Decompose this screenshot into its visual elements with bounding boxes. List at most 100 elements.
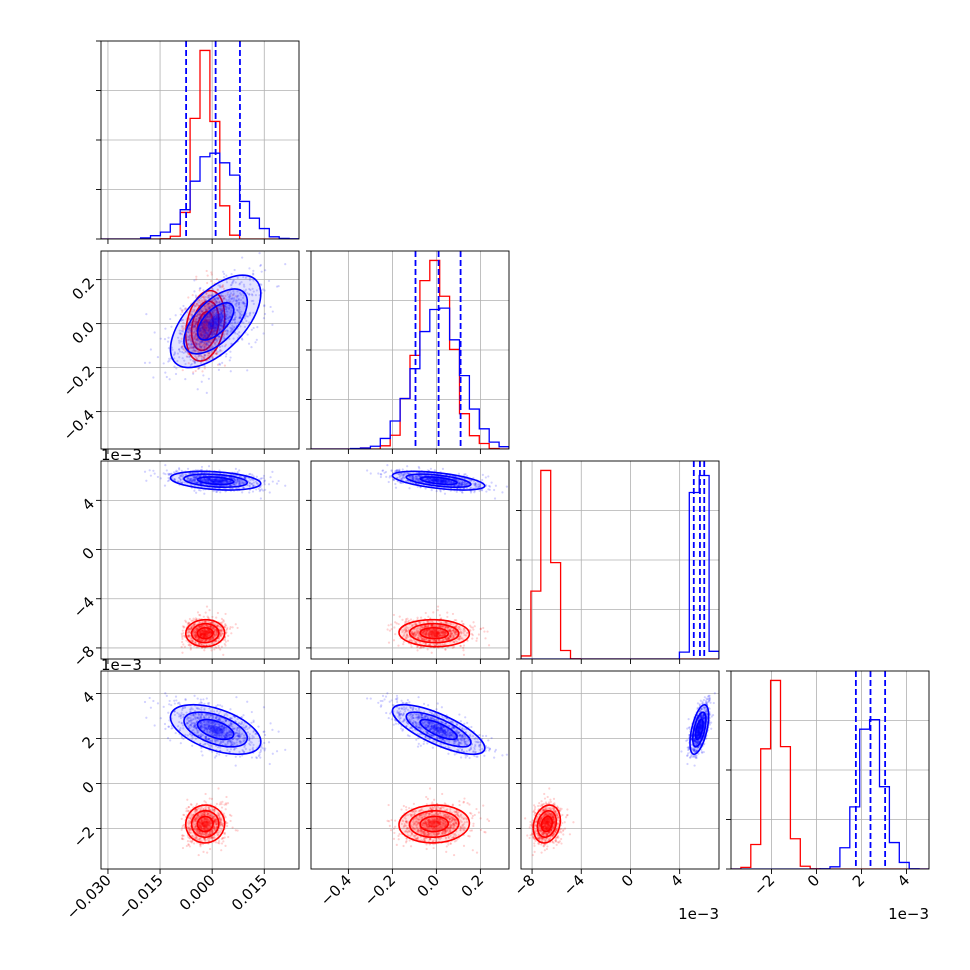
- sample-point: [255, 488, 258, 491]
- sample-point: [255, 338, 258, 341]
- sample-point: [214, 308, 217, 311]
- sample-point: [216, 297, 219, 300]
- sample-point: [229, 356, 232, 359]
- sample-point: [245, 315, 248, 318]
- sample-point: [221, 315, 224, 318]
- sample-point: [195, 346, 198, 349]
- sample-point: [213, 326, 216, 329]
- sample-point: [224, 624, 227, 627]
- sample-point: [195, 278, 198, 281]
- sample-point: [199, 633, 203, 636]
- sample-point: [230, 309, 233, 312]
- sample-point: [198, 353, 201, 357]
- sample-point: [180, 325, 183, 328]
- sample-point: [210, 330, 213, 333]
- sample-point: [210, 273, 213, 276]
- sample-point: [208, 631, 211, 634]
- sample-point: [207, 629, 210, 633]
- sample-point: [211, 333, 215, 336]
- sample-point: [251, 294, 254, 297]
- sample-point: [187, 338, 190, 342]
- sample-point: [186, 352, 190, 355]
- sample-point: [203, 635, 206, 639]
- sample-point: [224, 355, 228, 358]
- sample-point: [205, 343, 209, 347]
- sample-point: [194, 322, 197, 326]
- sample-point: [181, 309, 184, 312]
- sample-point: [211, 615, 214, 619]
- sample-point: [187, 336, 190, 339]
- scatter-series-1: [143, 252, 287, 394]
- sample-point: [203, 318, 206, 321]
- sample-point: [472, 628, 475, 631]
- sample-point: [219, 324, 222, 327]
- sample-point: [220, 645, 223, 648]
- sample-point: [205, 635, 208, 639]
- sample-point: [224, 318, 227, 321]
- sample-point: [192, 336, 195, 340]
- sample-point: [198, 299, 201, 302]
- sample-point: [201, 326, 204, 329]
- sample-point: [179, 313, 182, 316]
- sample-point: [234, 315, 237, 319]
- sample-point: [205, 324, 208, 327]
- sample-point: [217, 337, 220, 340]
- sample-point: [416, 616, 419, 619]
- sample-point: [199, 317, 202, 320]
- sample-point: [193, 349, 196, 352]
- sample-point: [388, 629, 391, 632]
- sample-point: [200, 329, 203, 332]
- sample-point: [197, 343, 200, 346]
- sample-point: [208, 321, 211, 325]
- sample-point: [215, 300, 219, 304]
- sample-point: [224, 317, 227, 321]
- sample-point: [212, 311, 215, 314]
- sample-point: [205, 320, 208, 323]
- sample-point: [199, 328, 202, 331]
- sample-point: [211, 315, 215, 318]
- sample-point: [203, 328, 207, 331]
- sample-point: [213, 298, 216, 301]
- sample-point: [222, 334, 225, 337]
- sample-point: [181, 345, 184, 348]
- sample-point: [236, 290, 239, 293]
- sample-point: [220, 321, 223, 325]
- sample-point: [234, 295, 237, 298]
- sample-point: [390, 628, 393, 631]
- sample-point: [226, 626, 229, 629]
- sample-point: [194, 322, 198, 325]
- sample-point: [223, 317, 226, 320]
- sample-point: [179, 307, 182, 310]
- sample-point: [208, 319, 211, 322]
- sample-point: [218, 335, 221, 338]
- sample-point: [218, 285, 221, 289]
- sample-point: [209, 631, 212, 634]
- sample-point: [149, 474, 152, 477]
- sample-point: [231, 324, 234, 327]
- sample-point: [182, 631, 185, 635]
- sample-point: [190, 343, 193, 346]
- sample-point: [246, 333, 249, 336]
- sample-point: [194, 636, 197, 639]
- sample-point: [205, 327, 208, 330]
- sample-point: [202, 632, 205, 635]
- sample-point: [215, 313, 218, 316]
- sample-point: [206, 329, 209, 332]
- sample-point: [218, 346, 221, 349]
- sample-point: [193, 334, 196, 337]
- sample-point: [215, 631, 218, 634]
- sample-point: [217, 314, 220, 317]
- sample-point: [194, 335, 197, 338]
- sample-point: [473, 625, 476, 628]
- sample-point: [216, 339, 219, 343]
- sample-point: [195, 491, 198, 494]
- density-contour: [169, 274, 262, 369]
- sample-point: [203, 325, 206, 328]
- sample-point: [190, 342, 193, 346]
- sample-point: [178, 356, 181, 359]
- sample-point: [219, 313, 222, 316]
- sample-point: [203, 620, 206, 623]
- sample-point: [210, 304, 214, 307]
- sample-point: [189, 363, 192, 366]
- sample-point: [221, 361, 224, 364]
